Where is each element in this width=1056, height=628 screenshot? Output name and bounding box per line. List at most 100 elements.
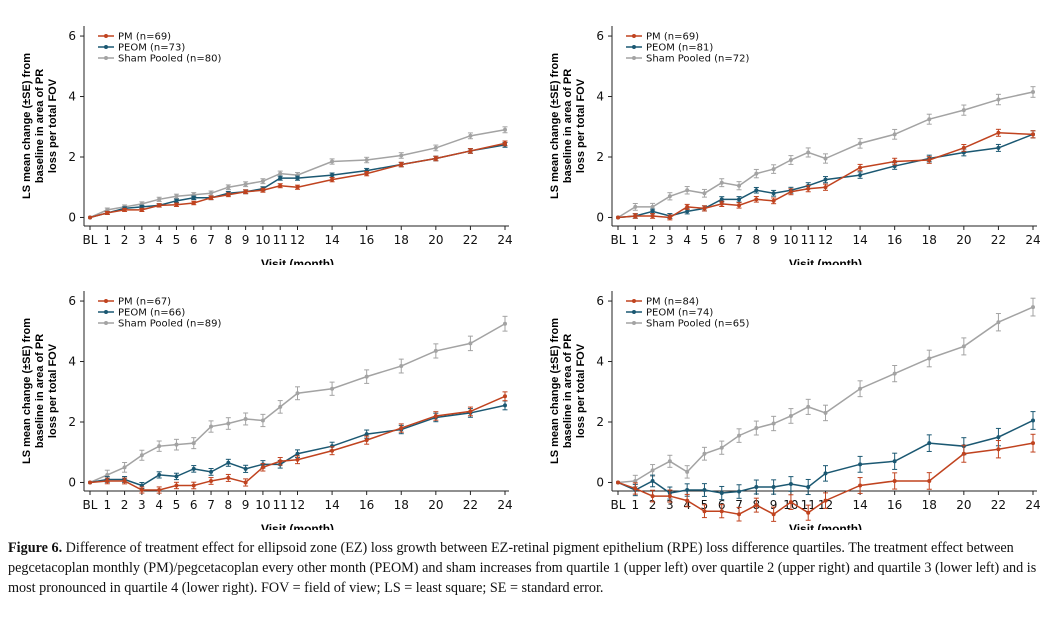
y-axis-label: LS mean change (±SE) frombaseline in are… (21, 53, 59, 199)
data-point (685, 498, 690, 503)
data-point (278, 404, 283, 409)
x-tick-label: 22 (463, 498, 478, 512)
data-point (191, 483, 196, 488)
data-point (892, 371, 897, 376)
data-point (157, 488, 162, 493)
data-point (719, 197, 724, 202)
data-point (961, 344, 966, 349)
data-point (399, 364, 404, 369)
data-point (226, 185, 231, 190)
data-point (364, 171, 369, 176)
series-peom (616, 411, 1036, 501)
series-pm (88, 391, 508, 494)
data-point (685, 204, 690, 209)
data-point (278, 459, 283, 464)
data-point (667, 194, 672, 199)
data-point (364, 432, 369, 437)
data-point (260, 188, 265, 193)
y-tick-label: 6 (596, 294, 604, 308)
data-point (754, 426, 759, 431)
data-point (295, 391, 300, 396)
data-point (260, 418, 265, 423)
data-point (858, 462, 863, 467)
data-point (771, 485, 776, 489)
data-point (157, 444, 162, 449)
series-line (617, 132, 1034, 219)
data-point (1031, 441, 1035, 446)
x-tick-label: 12 (818, 233, 833, 247)
series-line (617, 306, 1034, 484)
data-point (858, 165, 863, 170)
data-point (139, 207, 144, 212)
data-point (330, 177, 335, 182)
data-point (174, 474, 179, 479)
y-axis-label: LS mean change (±SE) frombaseline in are… (21, 318, 59, 464)
y-tick-label: 4 (68, 355, 76, 369)
x-tick-label: 10 (783, 233, 798, 247)
data-point (633, 478, 638, 483)
data-point (719, 509, 724, 514)
figure-caption: Figure 6. Difference of treatment effect… (8, 538, 1048, 598)
y-tick-label: 6 (596, 29, 604, 43)
x-tick-label: 14 (324, 498, 339, 512)
data-point (226, 460, 231, 465)
y-axis-label-line: baseline in area of PR (562, 69, 574, 183)
series-pm (88, 140, 508, 220)
legend-label-sham: Sham Pooled (n=89) (118, 319, 221, 330)
data-point (364, 374, 369, 379)
y-axis-label-line: loss per total FOV (575, 343, 587, 438)
x-tick-label: BL (611, 233, 626, 247)
data-point (260, 179, 265, 184)
legend-label-sham: Sham Pooled (n=80) (118, 54, 221, 65)
x-tick-label: 20 (956, 498, 971, 512)
data-point (139, 453, 144, 458)
x-axis-label: Visit (month) (789, 257, 862, 265)
data-point (122, 207, 127, 212)
data-point (468, 341, 473, 346)
x-tick-label: 20 (428, 233, 443, 247)
data-point (191, 200, 196, 205)
data-point (823, 156, 828, 161)
legend-marker-pm (632, 299, 636, 303)
data-point (157, 203, 162, 208)
data-point (771, 421, 776, 426)
x-tick-label: 18 (922, 498, 937, 512)
legend-label-pm: PM (n=84) (646, 297, 699, 308)
x-tick-label: 24 (497, 498, 512, 512)
x-tick-label: 1 (631, 233, 639, 247)
y-tick-label: 2 (68, 415, 76, 429)
legend-marker-peom (104, 310, 108, 314)
data-point (468, 148, 473, 153)
data-point (996, 435, 1001, 440)
y-tick-label: 0 (596, 210, 604, 224)
data-point (503, 394, 507, 399)
data-point (806, 404, 811, 409)
x-tick-label: 5 (701, 233, 709, 247)
data-point (650, 213, 655, 218)
data-point (295, 451, 300, 456)
data-point (209, 191, 214, 196)
data-point (737, 433, 742, 438)
data-point (702, 191, 707, 196)
data-point (633, 213, 638, 218)
data-point (823, 177, 828, 182)
data-point (858, 141, 863, 146)
x-tick-label: 3 (666, 233, 674, 247)
y-axis-label-line: baseline in area of PR (34, 69, 46, 183)
data-point (364, 158, 369, 163)
x-axis-label: Visit (month) (261, 257, 334, 265)
data-point (105, 472, 110, 477)
data-point (295, 176, 300, 181)
data-point (503, 321, 507, 326)
series-pm (616, 128, 1036, 221)
data-point (996, 97, 1001, 102)
data-point (399, 162, 404, 167)
data-point (88, 215, 92, 220)
data-point (330, 173, 335, 178)
data-point (468, 409, 473, 414)
data-point (927, 478, 932, 483)
data-point (433, 348, 438, 353)
data-point (191, 195, 196, 200)
